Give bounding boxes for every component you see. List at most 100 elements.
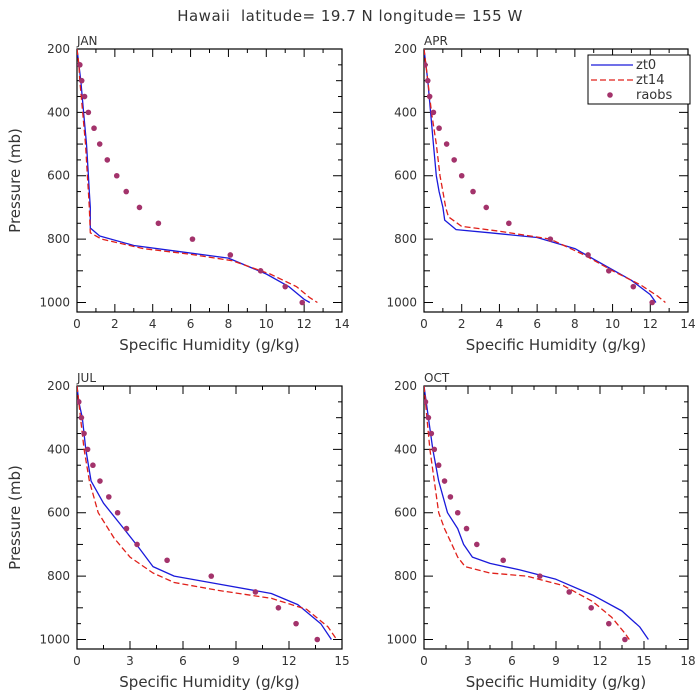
raobs-point — [314, 636, 321, 643]
raobs-point — [436, 125, 442, 132]
raobs-point — [85, 109, 92, 116]
raobs-point — [113, 172, 120, 179]
y-tick-label: 1000 — [386, 295, 417, 309]
raobs-point — [257, 268, 264, 274]
raobs-point — [447, 494, 454, 500]
x-tick-label: 0 — [73, 654, 81, 668]
series-group — [424, 386, 649, 643]
zt14-line — [424, 49, 666, 304]
raobs-point — [282, 283, 289, 290]
legend-raobs-marker — [607, 92, 613, 98]
zt0-line — [77, 386, 332, 640]
x-axis-label: Specific Humidity (g/kg) — [119, 336, 299, 354]
legend-label: zt14 — [636, 73, 664, 88]
y-tick-label: 200 — [394, 379, 417, 393]
raobs-point — [106, 494, 112, 500]
raobs-point — [164, 557, 170, 564]
figure-title: Hawaii latitude= 19.7 N longitude= 155 W — [177, 7, 523, 25]
x-tick-label: 4 — [496, 317, 504, 331]
x-tick-label: 9 — [232, 654, 240, 668]
raobs-point — [275, 605, 282, 611]
zt14-line — [424, 386, 630, 640]
raobs-point — [252, 589, 259, 595]
x-tick-label: 8 — [571, 317, 579, 331]
y-axis-label: Pressure (mb) — [6, 465, 24, 570]
y-tick-label: 1000 — [39, 295, 70, 309]
x-tick-label: 10 — [605, 317, 620, 331]
x-axis-label: Specific Humidity (g/kg) — [466, 673, 646, 691]
x-tick-label: 9 — [552, 654, 560, 668]
x-tick-label: 4 — [149, 317, 157, 331]
y-tick-label: 1000 — [386, 632, 417, 646]
x-tick-label: 14 — [680, 317, 695, 331]
raobs-point — [426, 93, 433, 100]
chart-panel-apr: 0 2 4 6 8 10 12 14 200 400 600 800 1000 APR Specific H… — [386, 34, 695, 354]
panel-label: JAN — [76, 34, 98, 48]
panel-label: OCT — [424, 371, 450, 385]
raobs-point — [474, 541, 480, 548]
y-tick-label: 800 — [47, 232, 70, 246]
raobs-point — [547, 236, 554, 242]
y-tick-label: 400 — [47, 105, 70, 119]
y-tick-label: 600 — [394, 506, 417, 520]
x-tick-label: 12 — [297, 317, 312, 331]
x-tick-label: 0 — [420, 654, 428, 668]
series-group — [77, 49, 318, 306]
y-tick-label: 400 — [47, 442, 70, 456]
y-tick-label: 600 — [394, 169, 417, 183]
raobs-point — [463, 525, 470, 532]
raobs-point — [458, 172, 465, 179]
x-tick-label: 6 — [533, 317, 541, 331]
raobs-point — [424, 399, 429, 405]
x-tick-label: 12 — [643, 317, 658, 331]
y-tick-label: 400 — [394, 442, 417, 456]
y-tick-label: 800 — [394, 569, 417, 583]
raobs-point — [424, 77, 431, 84]
raobs-point — [136, 204, 143, 211]
x-tick-label: 8 — [225, 317, 233, 331]
raobs-point — [649, 299, 655, 306]
zt0-line — [424, 386, 649, 640]
raobs-point — [299, 299, 306, 306]
x-tick-label: 14 — [334, 317, 349, 331]
y-tick-label: 400 — [394, 105, 417, 119]
x-tick-label: 12 — [592, 654, 607, 668]
raobs-point — [428, 430, 435, 437]
y-axis-label: Pressure (mb) — [6, 128, 24, 233]
zt0-line — [77, 49, 311, 304]
raobs-point — [441, 478, 448, 484]
raobs-point — [483, 204, 490, 211]
x-tick-label: 10 — [259, 317, 274, 331]
raobs-point — [90, 462, 96, 469]
raobs-point — [155, 220, 162, 227]
chart-panel-jan: 0 2 4 6 8 10 12 14 200 400 600 800 1000 JAN Specific H… — [6, 34, 350, 354]
raobs-point — [227, 252, 234, 258]
x-tick-label: 6 — [179, 654, 187, 668]
raobs-point — [81, 430, 87, 437]
raobs-point — [435, 462, 442, 469]
raobs-point — [454, 509, 461, 516]
raobs-point — [96, 141, 103, 147]
raobs-point — [537, 573, 543, 579]
raobs-point — [97, 478, 103, 484]
y-tick-label: 1000 — [39, 632, 70, 646]
raobs-point — [123, 525, 130, 532]
raobs-point — [622, 636, 628, 643]
raobs-point — [77, 399, 82, 405]
raobs-point — [104, 157, 111, 163]
raobs-point — [588, 605, 594, 611]
series-group — [424, 49, 666, 306]
x-tick-label: 2 — [111, 317, 119, 331]
raobs-point — [506, 220, 512, 227]
x-tick-label: 2 — [458, 317, 466, 331]
x-axis-label: Specific Humidity (g/kg) — [119, 673, 299, 691]
raobs-point — [451, 157, 457, 163]
y-tick-label: 200 — [47, 42, 70, 56]
y-tick-label: 800 — [47, 569, 70, 583]
raobs-point — [189, 236, 196, 242]
y-tick-label: 600 — [47, 506, 70, 520]
raobs-point — [84, 446, 91, 453]
raobs-point — [424, 62, 428, 68]
